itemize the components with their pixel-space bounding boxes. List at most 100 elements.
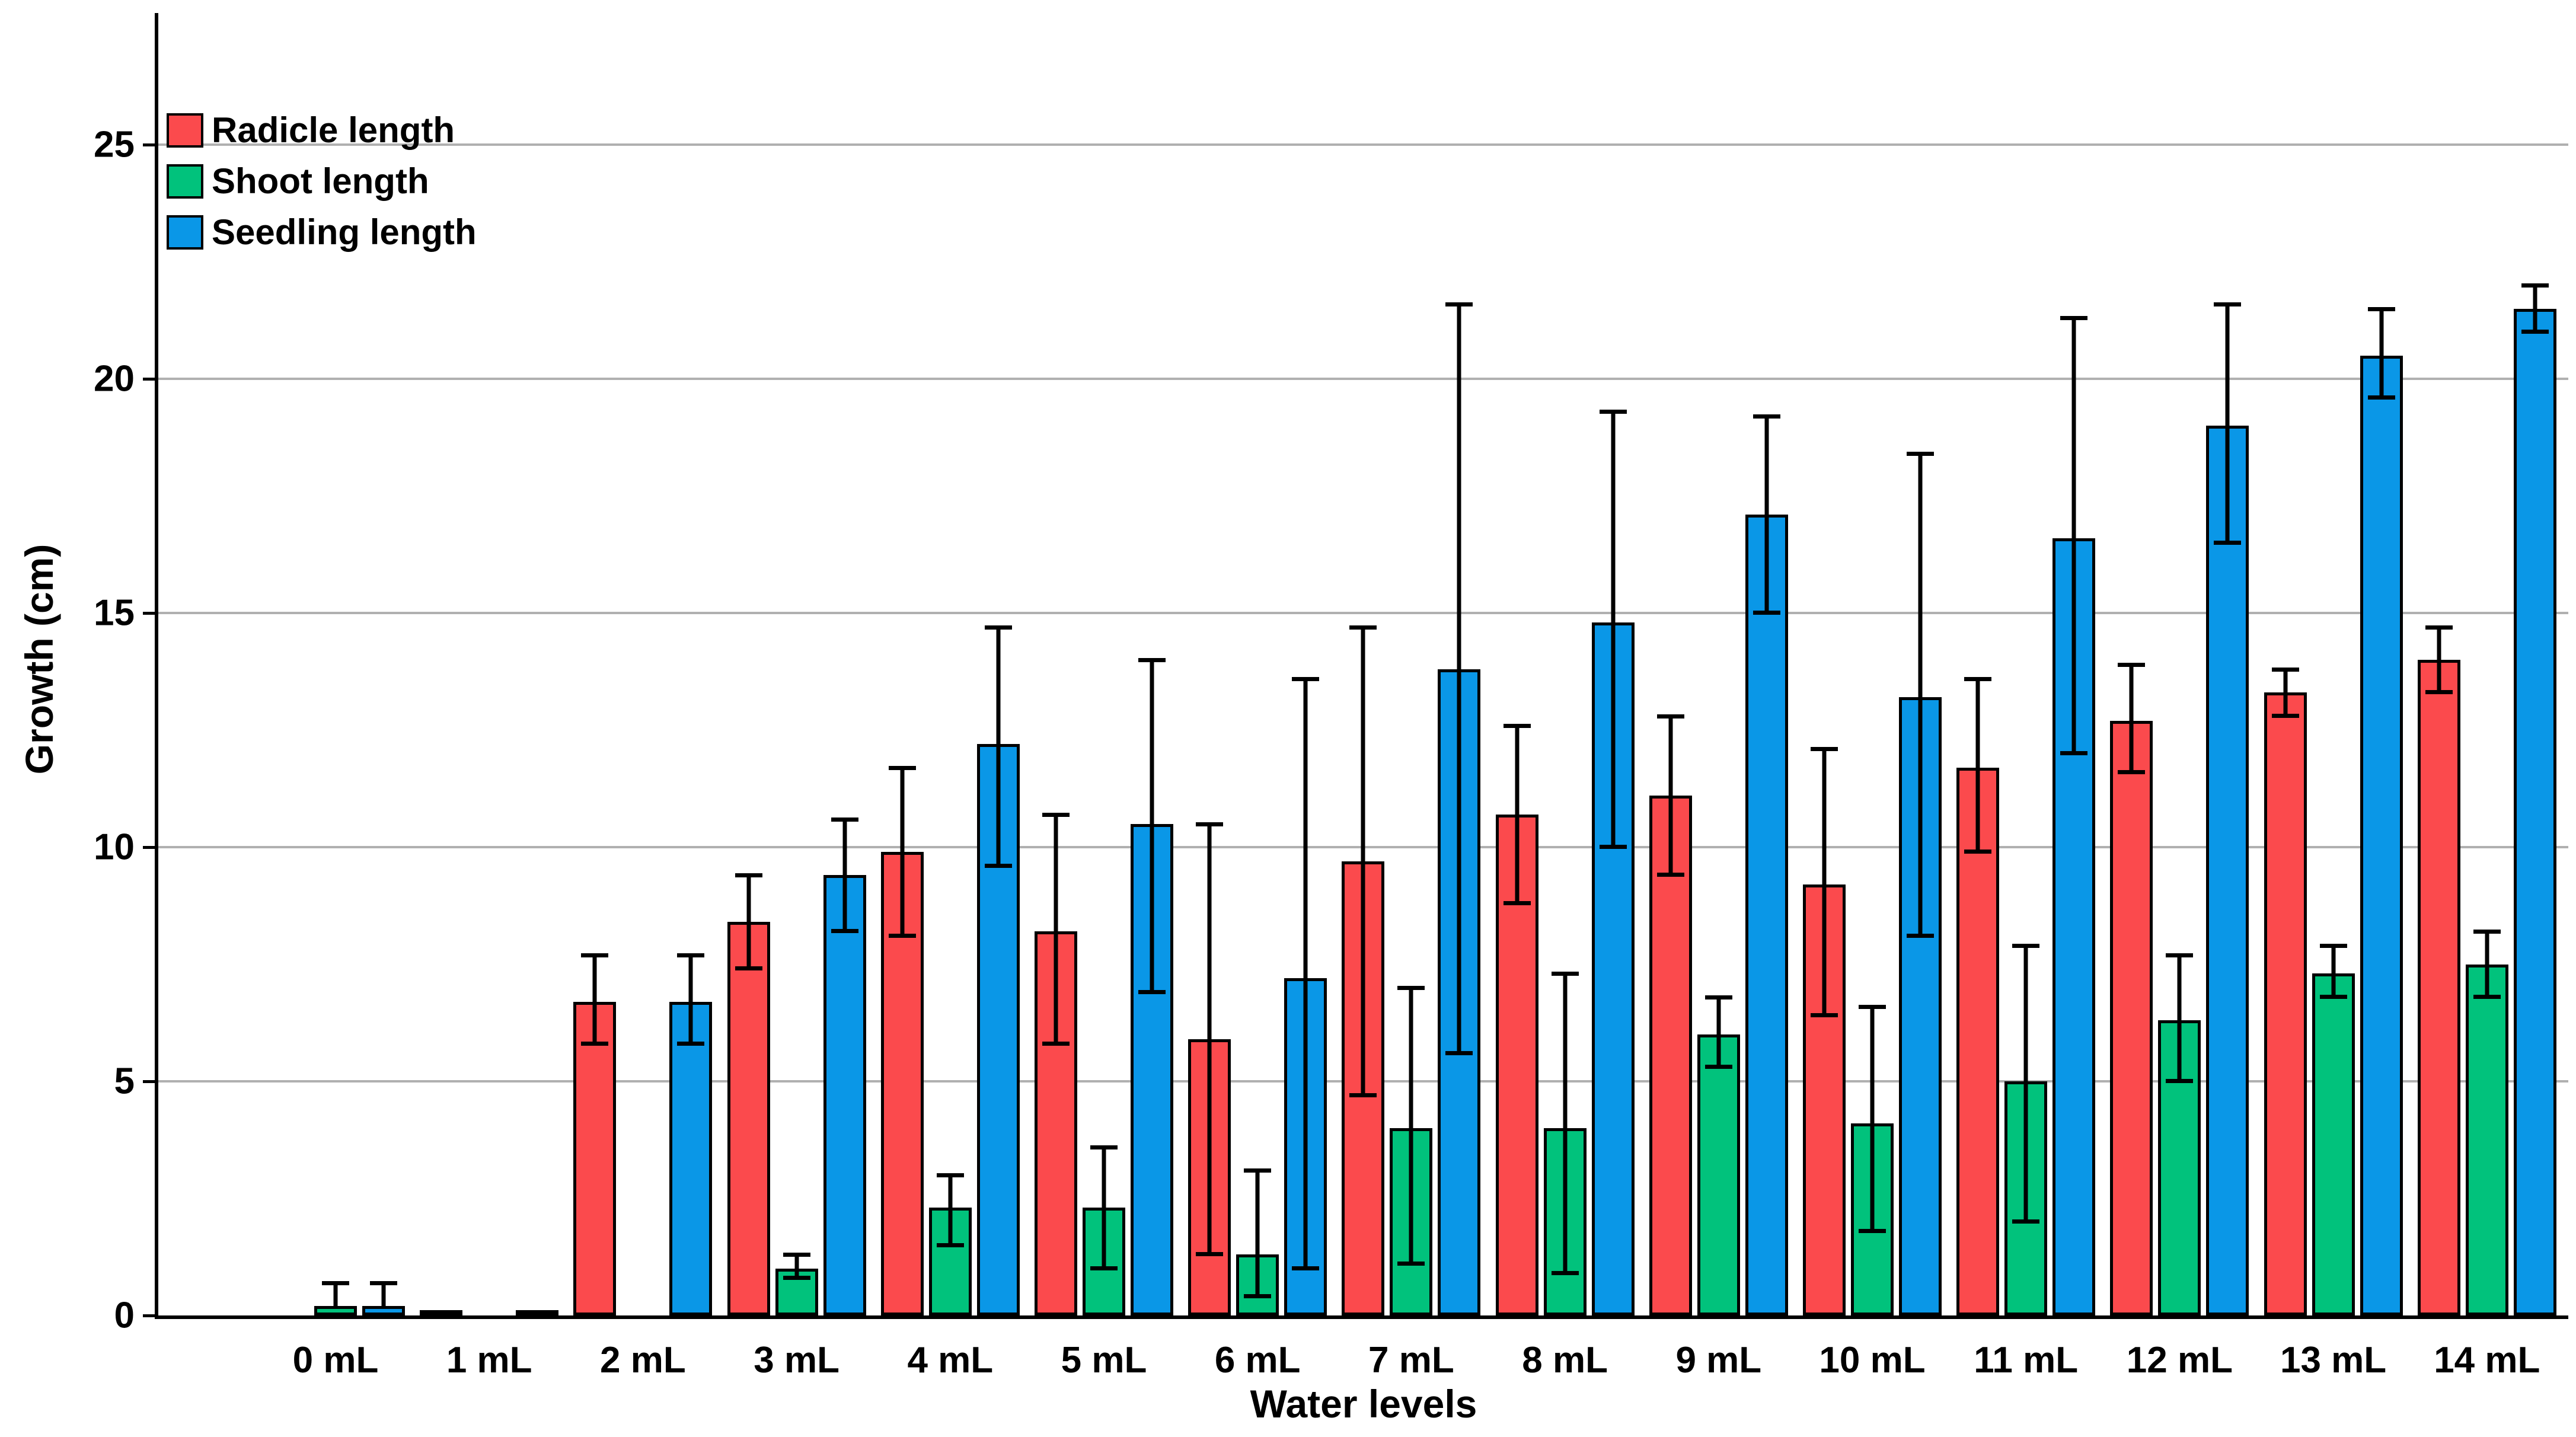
error-bar-cap-top bbox=[831, 817, 858, 822]
legend-swatch bbox=[167, 164, 203, 199]
x-axis-title: Water levels bbox=[1250, 1382, 1477, 1426]
error-bar-cap-top bbox=[1907, 452, 1934, 456]
legend-label: Shoot length bbox=[212, 161, 429, 201]
bar-seedling-2mL bbox=[669, 1001, 713, 1315]
error-bar-cap-bottom bbox=[2166, 1079, 2194, 1083]
error-bar-line bbox=[1102, 1147, 1106, 1269]
error-bar-cap-top bbox=[783, 1253, 810, 1257]
x-category-label: 10 mL bbox=[1819, 1340, 1926, 1381]
y-axis-line bbox=[155, 13, 158, 1319]
bar-seedling-14mL bbox=[2513, 308, 2556, 1315]
bar-shoot-9mL bbox=[1697, 1034, 1740, 1315]
gridline-20 bbox=[158, 378, 2568, 380]
error-bar-cap-bottom bbox=[581, 1041, 609, 1046]
error-bar-line bbox=[2177, 954, 2182, 1081]
error-bar-cap-bottom bbox=[677, 1041, 705, 1046]
error-bar-cap-top bbox=[1445, 302, 1473, 306]
x-category-label: 8 mL bbox=[1522, 1340, 1608, 1381]
y-tick-label: 10 bbox=[94, 826, 135, 868]
x-category-label: 1 mL bbox=[446, 1340, 532, 1381]
error-bar-cap-top bbox=[2214, 302, 2242, 306]
error-bar-cap-top bbox=[581, 953, 609, 957]
error-bar-cap-top bbox=[2271, 667, 2299, 672]
bar-radicle-11mL bbox=[1956, 767, 2000, 1315]
bar-radicle-14mL bbox=[2417, 660, 2460, 1315]
bar-radicle-13mL bbox=[2264, 692, 2307, 1315]
error-bar-line bbox=[842, 819, 847, 932]
error-bar-cap-top bbox=[1196, 822, 1224, 826]
error-bar-cap-top bbox=[1599, 410, 1627, 414]
bar-seedling-9mL bbox=[1745, 515, 1788, 1315]
error-bar-line bbox=[2437, 627, 2441, 693]
x-category-label: 13 mL bbox=[2280, 1340, 2387, 1381]
error-bar-line bbox=[333, 1282, 338, 1307]
error-bar-line bbox=[1515, 725, 1520, 903]
error-bar-cap-top bbox=[1292, 676, 1320, 681]
error-bar-cap-top bbox=[2473, 930, 2501, 934]
y-tick-label: 5 bbox=[114, 1061, 135, 1102]
y-tick-label: 0 bbox=[114, 1295, 135, 1336]
x-category-label: 9 mL bbox=[1675, 1340, 1762, 1381]
bar-seedling-3mL bbox=[823, 875, 866, 1315]
error-bar-cap-bottom bbox=[1811, 1013, 1838, 1018]
error-bar-cap-bottom bbox=[783, 1275, 810, 1280]
error-bar-line bbox=[1822, 749, 1827, 1016]
error-bar-line bbox=[1764, 416, 1769, 613]
error-bar-line bbox=[2331, 945, 2336, 997]
error-bar-cap-top bbox=[1244, 1168, 1272, 1173]
error-bar-cap-top bbox=[1503, 723, 1531, 728]
error-bar-line bbox=[2023, 945, 2028, 1222]
error-bar-line bbox=[948, 1175, 953, 1246]
x-category-label: 14 mL bbox=[2434, 1340, 2540, 1381]
x-category-label: 2 mL bbox=[600, 1340, 686, 1381]
error-bar-cap-top bbox=[1753, 414, 1780, 419]
error-bar-cap-bottom bbox=[984, 863, 1012, 868]
error-bar-line bbox=[592, 954, 597, 1044]
bar-radicle-4mL bbox=[880, 851, 924, 1315]
x-category-label: 7 mL bbox=[1368, 1340, 1454, 1381]
bar-seedling-13mL bbox=[2360, 355, 2403, 1315]
error-bar-line bbox=[1255, 1170, 1260, 1297]
error-bar-cap-bottom bbox=[2012, 1219, 2040, 1224]
error-bar-cap-bottom bbox=[1753, 611, 1780, 615]
y-tick-mark-5 bbox=[143, 1080, 155, 1083]
error-bar-line bbox=[2225, 304, 2230, 543]
error-bar-line bbox=[688, 954, 693, 1044]
error-bar-cap-bottom bbox=[2214, 540, 2242, 545]
y-tick-mark-10 bbox=[143, 846, 155, 849]
error-bar-line bbox=[1457, 304, 1461, 1053]
error-bar-cap-bottom bbox=[1397, 1262, 1425, 1266]
y-tick-label: 20 bbox=[94, 358, 135, 400]
error-bar-cap-bottom bbox=[2425, 690, 2453, 695]
bar-radicle-9mL bbox=[1649, 796, 1692, 1315]
error-bar-cap-bottom bbox=[1704, 1065, 1732, 1069]
legend: Radicle length Shoot length Seedling lengt… bbox=[167, 113, 477, 250]
error-bar-cap-bottom bbox=[1244, 1294, 1272, 1299]
error-bar-line bbox=[1975, 678, 1980, 852]
error-bar-cap-bottom bbox=[1656, 873, 1684, 877]
legend-swatch bbox=[167, 113, 203, 148]
error-bar-line bbox=[794, 1254, 799, 1278]
error-bar-cap-top bbox=[2166, 953, 2194, 957]
error-bar-line bbox=[2283, 669, 2288, 716]
error-bar-line bbox=[746, 875, 751, 969]
x-category-label: 11 mL bbox=[1974, 1340, 2079, 1381]
error-bar-cap-bottom bbox=[2060, 751, 2088, 755]
error-bar-cap-top bbox=[322, 1280, 349, 1285]
error-bar-line bbox=[1668, 716, 1673, 876]
gridline-25 bbox=[158, 143, 2568, 146]
error-bar-cap-top bbox=[2060, 316, 2088, 321]
error-bar-cap-top bbox=[2521, 283, 2549, 288]
error-bar-cap-top bbox=[2367, 306, 2395, 311]
error-bar-line bbox=[1361, 627, 1365, 1096]
error-bar-cap-top bbox=[2319, 943, 2347, 948]
error-bar-cap-bottom bbox=[1859, 1228, 1886, 1233]
error-bar-cap-top bbox=[1811, 747, 1838, 752]
error-bar-cap-top bbox=[1138, 658, 1166, 662]
y-tick-mark-20 bbox=[143, 378, 155, 381]
x-category-label: 4 mL bbox=[907, 1340, 994, 1381]
legend-label: Seedling length bbox=[212, 212, 477, 252]
bar-radicle-12mL bbox=[2110, 720, 2153, 1315]
error-bar-line bbox=[1716, 997, 1721, 1068]
